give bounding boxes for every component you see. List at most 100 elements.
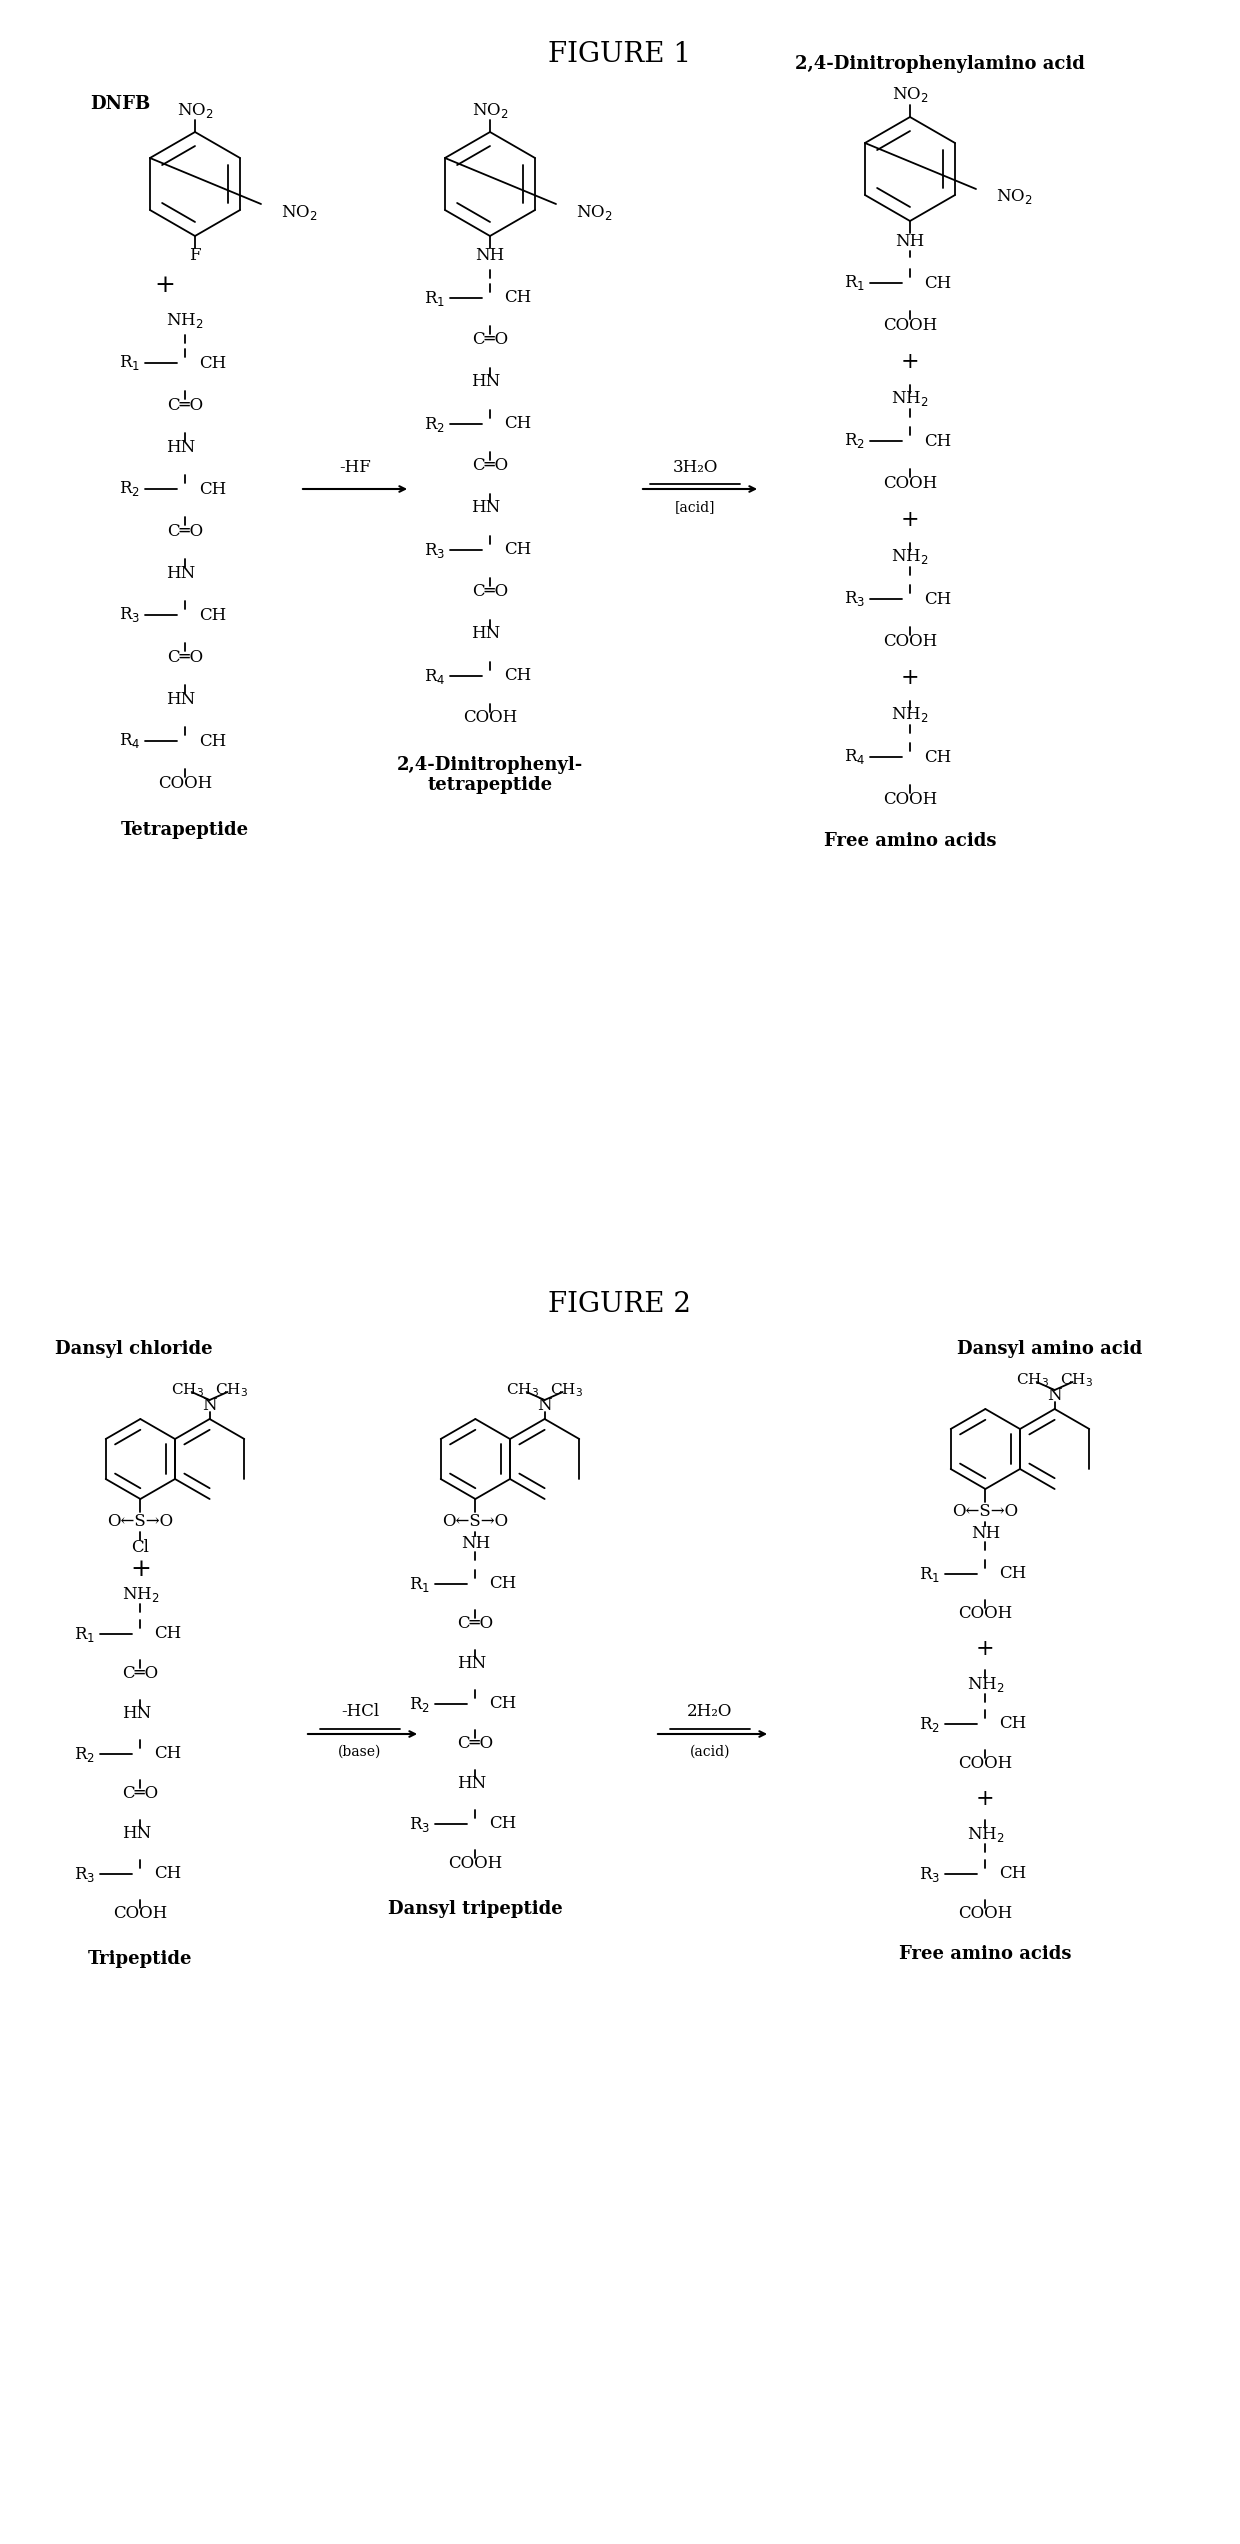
Text: HN: HN [471,499,501,516]
Text: CH: CH [924,748,951,766]
Text: R$_3$: R$_3$ [424,539,445,560]
Text: R$_2$: R$_2$ [409,1694,430,1715]
Text: R$_1$: R$_1$ [409,1575,430,1593]
Text: NO$_2$: NO$_2$ [471,102,508,120]
Text: CH$_3$: CH$_3$ [216,1381,248,1399]
Text: 2,4-Dinitrophenyl-: 2,4-Dinitrophenyl- [397,756,583,773]
Text: O←S→O: O←S→O [443,1514,508,1531]
Text: C═O: C═O [472,331,508,349]
Text: C═O: C═O [123,1666,159,1682]
Text: HN: HN [122,1827,151,1842]
Text: CH: CH [999,1865,1027,1883]
Text: CH: CH [503,542,531,560]
Text: Free amino acids: Free amino acids [899,1946,1071,1964]
Text: CH$_3$: CH$_3$ [171,1381,205,1399]
Text: COOH: COOH [883,315,937,333]
Text: +: + [900,509,919,532]
Text: NO$_2$: NO$_2$ [575,204,613,221]
Text: NH: NH [971,1526,999,1542]
Text: FIGURE 2: FIGURE 2 [548,1290,692,1318]
Text: COOH: COOH [448,1855,502,1872]
Text: CH: CH [490,1816,517,1832]
Text: R$_2$: R$_2$ [919,1715,940,1732]
Text: HN: HN [166,689,196,707]
Text: CH$_3$: CH$_3$ [1016,1371,1049,1389]
Text: R$_3$: R$_3$ [119,605,140,623]
Text: COOH: COOH [883,476,937,491]
Text: 3H₂O: 3H₂O [672,458,718,476]
Text: R$_1$: R$_1$ [424,287,445,308]
Text: CH: CH [503,415,531,432]
Text: CH: CH [154,1745,181,1763]
Text: COOH: COOH [113,1905,167,1923]
Text: CH: CH [999,1715,1027,1732]
Text: COOH: COOH [883,633,937,649]
Text: Tetrapeptide: Tetrapeptide [122,822,249,840]
Text: CH: CH [154,1865,181,1883]
Text: -HCl: -HCl [341,1704,379,1720]
Text: NH$_2$: NH$_2$ [892,705,929,725]
Text: R$_3$: R$_3$ [919,1865,940,1883]
Text: NH$_2$: NH$_2$ [967,1824,1004,1844]
Text: HN: HN [122,1704,151,1722]
Text: C═O: C═O [167,649,203,667]
Text: CH: CH [924,432,951,450]
Text: CH: CH [999,1565,1027,1582]
Text: NH: NH [895,232,925,249]
Text: HN: HN [166,565,196,583]
Text: 2,4-Dinitrophenylamino acid: 2,4-Dinitrophenylamino acid [795,56,1085,74]
Text: F: F [190,247,201,265]
Text: Dansyl chloride: Dansyl chloride [55,1341,212,1358]
Text: NH$_2$: NH$_2$ [892,389,929,410]
Text: +: + [155,275,175,298]
Text: CH: CH [924,275,951,293]
Text: CH: CH [503,667,531,684]
Text: NO$_2$: NO$_2$ [892,86,929,104]
Text: COOH: COOH [959,1755,1013,1773]
Text: R$_1$: R$_1$ [844,275,866,293]
Text: O←S→O: O←S→O [952,1504,1018,1521]
Text: COOH: COOH [959,1905,1013,1923]
Text: CH: CH [503,290,531,305]
Text: COOH: COOH [959,1605,1013,1623]
Text: CH: CH [490,1694,517,1712]
Text: Dansyl amino acid: Dansyl amino acid [957,1341,1142,1358]
Text: R$_1$: R$_1$ [119,354,140,371]
Text: NH$_2$: NH$_2$ [967,1674,1004,1694]
Text: R$_3$: R$_3$ [844,590,866,608]
Text: CH: CH [154,1626,181,1643]
Text: R$_2$: R$_2$ [424,415,445,432]
Text: N: N [202,1397,217,1414]
Text: C═O: C═O [472,583,508,600]
Text: R$_3$: R$_3$ [74,1865,95,1883]
Text: R$_1$: R$_1$ [919,1565,940,1582]
Text: CH$_3$: CH$_3$ [1060,1371,1094,1389]
Text: HN: HN [166,438,196,455]
Text: +: + [976,1638,994,1661]
Text: O←S→O: O←S→O [108,1514,174,1531]
Text: NH$_2$: NH$_2$ [166,310,203,331]
Text: DNFB: DNFB [91,94,150,112]
Text: COOH: COOH [157,773,212,791]
Text: NO$_2$: NO$_2$ [176,102,213,120]
Text: C═O: C═O [458,1615,494,1633]
Text: C═O: C═O [472,458,508,476]
Text: R$_4$: R$_4$ [424,667,445,684]
Text: R$_4$: R$_4$ [843,748,866,766]
Text: 2H₂O: 2H₂O [687,1704,733,1720]
Text: (base): (base) [339,1745,382,1758]
Text: FIGURE 1: FIGURE 1 [548,41,692,69]
Text: +: + [900,351,919,374]
Text: CH$_3$: CH$_3$ [506,1381,539,1399]
Text: C═O: C═O [167,397,203,415]
Text: +: + [900,667,919,689]
Text: CH: CH [924,590,951,608]
Text: R$_2$: R$_2$ [119,478,140,499]
Text: HN: HN [471,374,501,389]
Text: CH: CH [490,1575,517,1593]
Text: NH$_2$: NH$_2$ [122,1585,159,1603]
Text: CH: CH [198,605,226,623]
Text: NH: NH [461,1537,490,1552]
Text: NO$_2$: NO$_2$ [280,204,317,221]
Text: NO$_2$: NO$_2$ [996,188,1033,206]
